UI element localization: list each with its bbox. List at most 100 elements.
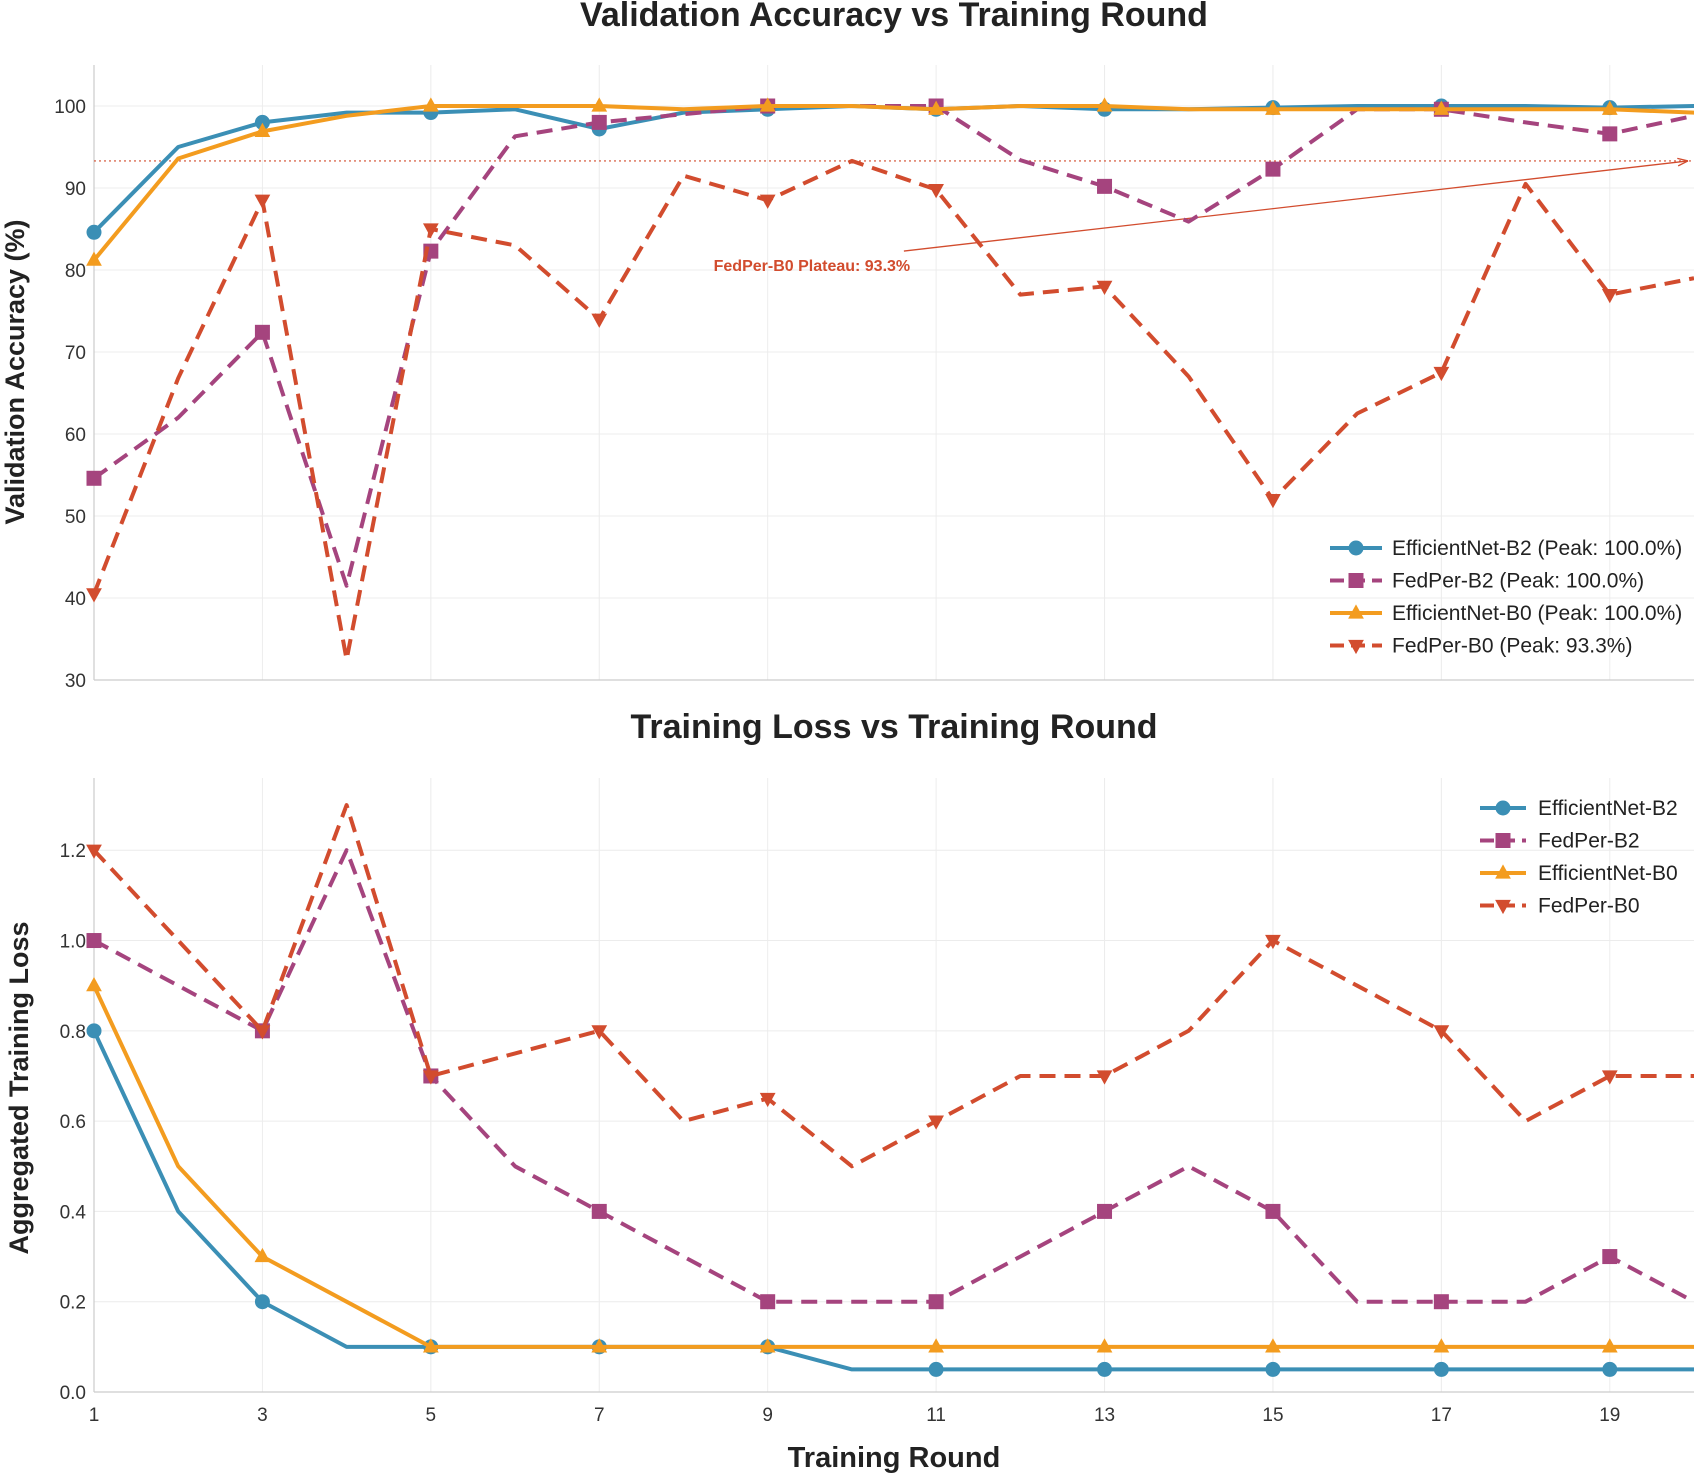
x-tick-label: 1: [89, 1405, 100, 1426]
data-point-fedper-b2: [1602, 126, 1618, 142]
series-group: [86, 97, 1694, 662]
data-point-efficientnet-b2: [86, 1023, 102, 1039]
x-axis-label: Training Round: [788, 1442, 1001, 1474]
legend: EfficientNet-B2 (Peak: 100.0%) FedPer-B2 …: [1330, 537, 1682, 658]
data-point-fedper-b0: [1601, 1070, 1618, 1085]
data-point-efficientnet-b2: [1265, 1361, 1281, 1377]
y-tick-label: 0.2: [60, 1293, 86, 1314]
data-point-fedper-b2: [86, 470, 102, 486]
data-point-fedper-b2: [1097, 178, 1113, 194]
data-point-fedper-b0: [1096, 280, 1113, 296]
y-tick-label: 1.2: [60, 841, 86, 862]
chart-title: Training Loss vs Training Round: [630, 708, 1157, 746]
y-tick-label: 60: [65, 425, 86, 446]
legend-label-efficientnet-b0: EfficientNet-B0 (Peak: 100.0%): [1392, 602, 1682, 625]
data-point-efficientnet-b0: [591, 97, 608, 112]
data-point-fedper-b2: [1265, 1203, 1281, 1219]
series-line-fedper-b2: [93, 848, 1694, 1304]
legend-marker: [1495, 833, 1511, 848]
data-point-efficientnet-b0: [1601, 1338, 1618, 1353]
data-point-fedper-b0: [591, 313, 608, 328]
legend-marker: [1495, 899, 1511, 915]
data-point-efficientnet-b0: [422, 97, 439, 112]
data-point-fedper-b2: [928, 1294, 944, 1310]
y-tick-label: 0.6: [60, 1112, 86, 1133]
x-tick-label: 5: [426, 1405, 437, 1426]
data-point-fedper-b2: [591, 1203, 607, 1219]
data-point-fedper-b0: [1433, 1025, 1450, 1040]
data-point-fedper-b0: [928, 184, 944, 199]
data-point-efficientnet-b0: [422, 1338, 439, 1353]
data-point-efficientnet-b2: [928, 1361, 944, 1377]
series-line-efficientnet-b2: [92, 104, 1694, 235]
data-point-efficientnet-b0: [1265, 100, 1281, 115]
legend-marker: [1495, 800, 1511, 816]
data-point-efficientnet-b0: [1096, 1338, 1113, 1353]
legend-label-fedper-b0: FedPer-B0 (Peak: 93.3%): [1392, 635, 1632, 658]
data-point-efficientnet-b0: [86, 977, 102, 992]
data-point-efficientnet-b0: [1433, 1338, 1450, 1353]
data-point-efficientnet-b0: [254, 1247, 271, 1263]
legend-marker: [1348, 540, 1364, 556]
y-tick-label: 90: [65, 179, 86, 200]
legend-label-fedper-b2: FedPer-B2 (Peak: 100.0%): [1392, 570, 1644, 593]
data-point-fedper-b2: [591, 114, 607, 130]
chart-panel-1: 30 40 50 60 70 80 90 100 Validation Accuracy vs …: [0, 0, 1694, 692]
data-point-fedper-b0: [591, 1025, 608, 1040]
legend-marker: [1495, 864, 1511, 879]
x-tick-label: 13: [1094, 1405, 1115, 1426]
legend-marker: [1348, 573, 1364, 588]
y-axis-label: Aggregated Training Loss: [4, 921, 34, 1254]
legend-label-fedper-b2: FedPer-B2: [1538, 830, 1640, 853]
x-tick-label: 9: [762, 1405, 773, 1426]
data-point-fedper-b0: [254, 1025, 271, 1040]
data-point-fedper-b0: [759, 194, 776, 209]
series-line-efficientnet-b2: [92, 1028, 1694, 1372]
data-point-efficientnet-b2: [254, 1294, 270, 1310]
data-point-efficientnet-b2: [1433, 1361, 1449, 1377]
y-tick-label: 40: [65, 589, 86, 610]
y-axis-label: Validation Accuracy (%): [0, 219, 30, 524]
data-point-efficientnet-b0: [254, 122, 271, 138]
data-point-efficientnet-b2: [1097, 1361, 1113, 1377]
data-point-efficientnet-b0: [759, 97, 776, 112]
y-tick-label: 100: [54, 97, 86, 118]
data-point-efficientnet-b0: [928, 1338, 944, 1353]
data-point-efficientnet-b0: [1096, 97, 1113, 112]
data-point-efficientnet-b0: [1433, 100, 1450, 115]
chart-panel-2: 0.00.20.40.60.81.01.21 3 5 7 9 11 13 15 17 19Trai…: [4, 708, 1694, 1474]
y-tick-label: 70: [65, 343, 86, 364]
data-point-fedper-b2: [1602, 1249, 1618, 1265]
series-line-fedper-b0: [92, 803, 1694, 1169]
annotation-arrowhead: [1677, 157, 1689, 167]
legend-marker: [1348, 604, 1364, 619]
data-point-efficientnet-b0: [86, 251, 102, 266]
x-tick-label: 7: [594, 1405, 605, 1426]
legend: EfficientNet-B2 FedPer-B2 EfficientNet-B0 F…: [1480, 797, 1678, 918]
x-tick-label: 15: [1262, 1405, 1283, 1426]
data-point-fedper-b0: [422, 1070, 439, 1085]
series-line-efficientnet-b0: [92, 104, 1694, 263]
y-tick-label: 30: [65, 671, 86, 692]
data-point-fedper-b2: [86, 933, 102, 949]
y-tick-label: 0.8: [60, 1022, 86, 1043]
annotation-text: FedPer-B0 Plateau: 93.3%: [714, 258, 911, 275]
series-line-efficientnet-b0: [92, 983, 1694, 1349]
data-point-efficientnet-b2: [254, 114, 270, 130]
data-point-fedper-b0: [254, 194, 271, 209]
legend-marker: [1348, 639, 1364, 655]
annotation-arrow: [903, 160, 1689, 252]
x-tick-label: 11: [926, 1405, 946, 1426]
chart-title: Validation Accuracy vs Training Round: [580, 0, 1208, 34]
data-point-efficientnet-b2: [1602, 1361, 1618, 1377]
data-point-fedper-b0: [759, 1092, 776, 1108]
data-point-fedper-b0: [86, 588, 102, 603]
data-point-efficientnet-b0: [1265, 1338, 1281, 1353]
data-point-efficientnet-b0: [1601, 100, 1618, 115]
data-point-efficientnet-b2: [86, 224, 102, 240]
data-point-fedper-b2: [1265, 161, 1281, 177]
y-tick-label: 1.0: [60, 932, 86, 953]
data-point-fedper-b0: [928, 1115, 944, 1130]
y-tick-label: 0.0: [60, 1383, 86, 1404]
